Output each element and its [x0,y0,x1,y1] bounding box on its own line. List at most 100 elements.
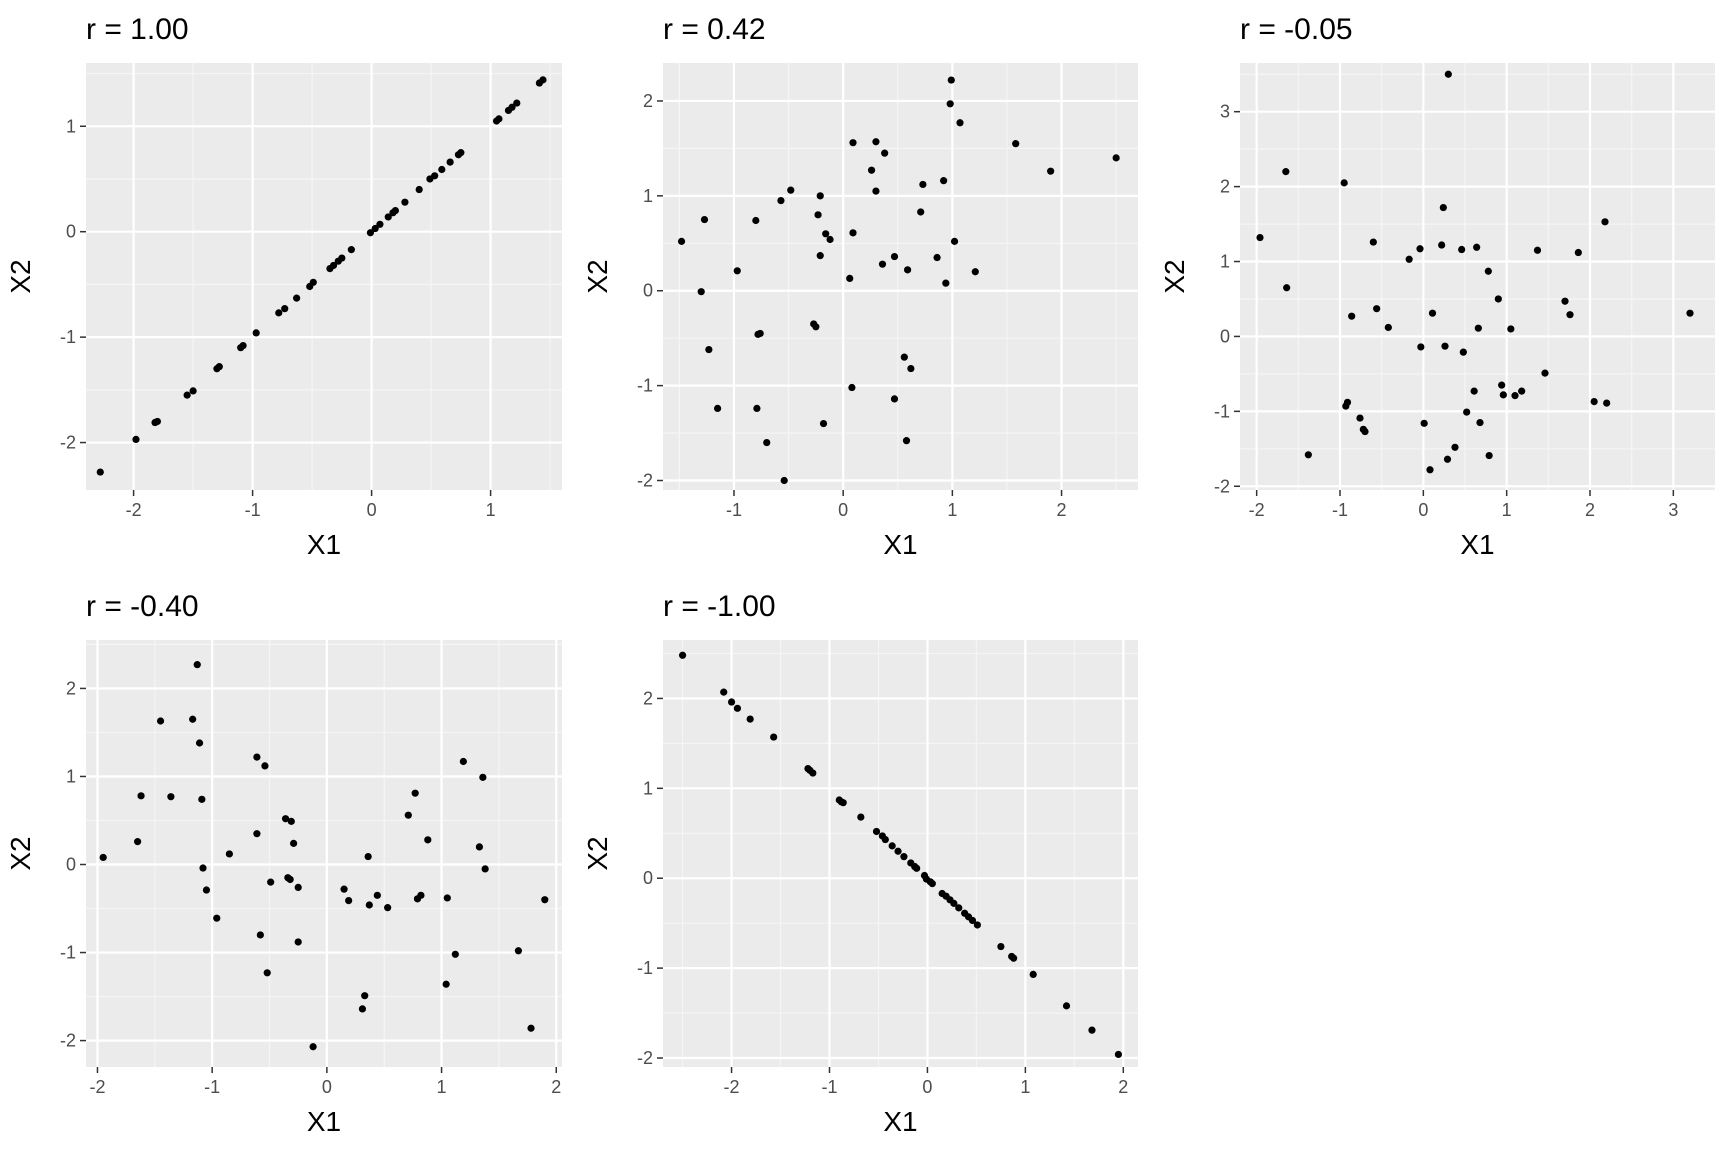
scatter-point [1474,324,1482,332]
scatter-point [1603,399,1611,407]
scatter-point [968,916,977,925]
scatter-point [263,969,271,977]
scatter-point [1561,297,1569,305]
scatter-point [720,688,728,696]
scatter-point [1484,267,1492,275]
scatter-point [763,438,771,447]
scatter-point [955,904,963,912]
scatter-point [527,1024,535,1032]
y-tick-label: -2 [1214,476,1230,496]
scatter-point [1470,387,1478,395]
scatter-point [1088,1026,1096,1034]
scatter-point [411,789,419,797]
scatter-point [1601,218,1609,226]
scatter-point [950,237,959,245]
y-tick-label: 1 [1220,252,1230,272]
scatter-point [881,149,889,157]
y-tick-label: 2 [643,91,653,111]
x-axis-title: X1 [1460,529,1494,560]
scatter-point [1441,342,1449,350]
scatter-point [213,914,221,922]
y-axis-title: X2 [1159,259,1190,293]
y-axis-title: X2 [5,259,36,293]
x-axis-title: X1 [307,1106,341,1137]
scatter-point [281,815,290,823]
scatter-point [1533,246,1542,254]
y-tick-label: 2 [66,678,76,698]
scatter-point [1356,414,1364,422]
scatter-point [1574,248,1582,257]
x-tick-label: 0 [922,1077,932,1097]
y-axis-title: X2 [582,836,613,870]
scatter-point [902,437,911,445]
scatter-point [1428,309,1437,317]
scatter-point [239,341,247,350]
scatter-point [727,698,736,706]
scatter-point [881,835,889,844]
scatter-point [780,476,788,485]
scatter-point [198,795,206,803]
scatter-point [513,99,521,107]
scatter-point [364,852,372,861]
scatter-point [1439,203,1447,212]
scatter-point [253,830,261,838]
scatter-point [286,875,294,884]
scatter-point [253,753,261,761]
x-tick-label: 2 [551,1077,561,1097]
x-axis-title: X1 [883,529,917,560]
x-tick-label: -1 [245,500,261,520]
x-tick-label: 1 [1502,500,1512,520]
scatter-point [189,715,197,723]
scatter-panel-4: -2 -1 0 1 2 -2 -1 0 1 2 r = -0.40 X1 X2 [5,590,562,1137]
scatter-point [137,792,145,800]
scatter-point [947,76,955,84]
scatter-point [753,404,761,412]
y-tick-label: 0 [66,222,76,242]
scatter-point [733,267,741,275]
x-tick-label: 1 [947,500,957,520]
scatter-point [189,387,197,395]
scatter-point [913,864,921,872]
scatter-point [338,254,346,262]
scatter-point [156,717,165,725]
scatter-point [849,139,857,147]
y-tick-label: 0 [643,868,653,888]
y-tick-label: -1 [60,327,76,347]
panel-title: r = -1.00 [663,590,776,623]
panel-title: r = 1.00 [86,13,189,46]
scatter-point [846,274,854,282]
scatter-point [267,878,275,886]
panel-background [1240,63,1715,490]
scatter-point [443,894,451,902]
scatter-point [933,253,941,262]
scatter-point [446,158,454,166]
scatter-point [457,149,465,157]
scatter-point [697,288,705,296]
scatter-point [1062,1002,1071,1010]
scatter-point [195,739,204,747]
scatter-point [134,838,142,846]
scatter-point [971,268,979,276]
scatter-point [872,827,881,836]
y-tick-label: 0 [1220,326,1230,346]
scatter-point [358,1005,367,1013]
panel-title: r = 0.42 [663,13,766,46]
scatter-point [539,76,547,84]
scatter-panel-5: -2 -1 0 1 2 -2 -1 0 1 2 r = -1.00 X1 X2 [582,590,1138,1137]
panel-background [86,63,562,490]
scatter-panel-2: -1 0 1 2 -2 -1 0 1 2 r = 0.42 X1 X2 [582,13,1138,560]
scatter-point [1473,243,1481,251]
scatter-point [1485,451,1493,460]
scatter-point [508,103,516,111]
scatter-point [202,886,211,894]
scatter-point [1499,391,1507,399]
scatter-point [857,813,865,821]
x-tick-label: 3 [1668,500,1678,520]
scatter-point [997,942,1005,951]
scatter-point [1451,443,1459,451]
scatter-point [451,950,459,958]
scatter-point [287,817,295,825]
scatter-point [849,229,857,237]
y-tick-label: -2 [60,1031,76,1051]
